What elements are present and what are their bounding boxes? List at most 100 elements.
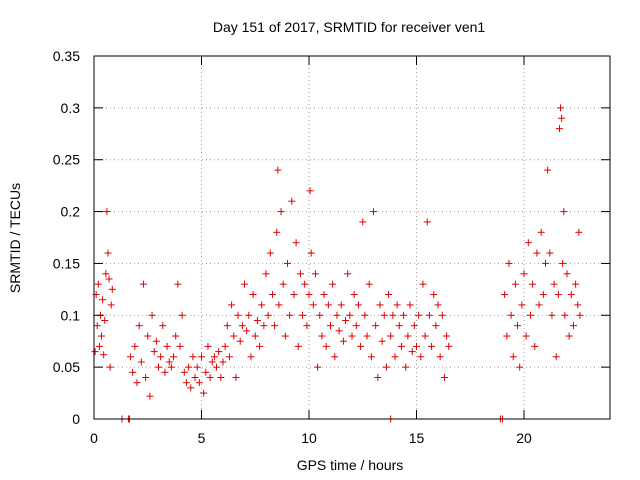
data-point (385, 291, 393, 299)
data-point (292, 239, 300, 247)
data-point (170, 353, 178, 361)
data-point (395, 322, 403, 330)
data-point (561, 311, 569, 319)
data-point (529, 280, 537, 288)
data-point (284, 259, 291, 267)
data-point (247, 353, 255, 361)
data-point (129, 368, 137, 376)
x-tick-label: 5 (198, 430, 206, 446)
data-point (574, 301, 582, 309)
plot-frame (93, 55, 611, 420)
data-point (565, 332, 573, 340)
data-point (193, 363, 201, 371)
data-point (417, 353, 425, 361)
data-point (191, 374, 199, 382)
data-point (163, 342, 171, 350)
grid (94, 56, 610, 419)
data-point (537, 228, 545, 236)
data-point (415, 311, 423, 319)
data-point (296, 270, 304, 278)
data-point (299, 311, 307, 319)
data-point (372, 322, 380, 330)
data-point (167, 363, 175, 371)
data-point (210, 353, 218, 361)
data-point (516, 363, 524, 371)
data-point (187, 384, 195, 392)
data-point (404, 332, 412, 340)
y-tick-label: 0.15 (53, 255, 80, 271)
data-point (333, 311, 341, 319)
data-point (542, 259, 549, 267)
data-point (217, 374, 225, 382)
data-point (243, 327, 251, 335)
data-point (533, 249, 541, 257)
data-point (443, 332, 451, 340)
data-point (148, 311, 156, 319)
data-point (208, 358, 216, 366)
data-point (572, 280, 580, 288)
data-point (425, 311, 433, 319)
data-point (569, 322, 577, 330)
x-tick-label: 10 (301, 430, 317, 446)
data-point (514, 322, 522, 330)
data-point (357, 342, 365, 350)
data-point (511, 280, 519, 288)
data-point (135, 322, 143, 330)
data-point (230, 332, 238, 340)
data-point (213, 363, 221, 371)
data-point (367, 353, 375, 361)
data-point (251, 332, 259, 340)
data-point (195, 379, 203, 387)
data-point (507, 311, 515, 319)
data-point (314, 363, 322, 371)
data-point (518, 301, 526, 309)
data-point (361, 311, 369, 319)
data-point (522, 332, 530, 340)
data-point (104, 249, 112, 257)
axis-ticks: 0 0.05 0.1 0.15 0.2 0.25 0.3 0.35 0 5 10 15 20 (53, 48, 610, 446)
data-point (322, 342, 330, 350)
data-point (382, 363, 390, 371)
data-point (436, 353, 444, 361)
data-point (185, 363, 193, 371)
data-point (354, 301, 362, 309)
data-point (94, 280, 102, 288)
data-point (335, 327, 343, 335)
chart-title: Day 151 of 2017, SRMTID for receiver ven… (213, 19, 486, 35)
data-point (249, 291, 257, 299)
data-point (389, 311, 397, 319)
data-point (236, 337, 244, 345)
y-tick-label: 0 (72, 411, 80, 427)
data-point (144, 332, 152, 340)
data-point (271, 322, 279, 330)
data-point (223, 322, 231, 330)
data-point (309, 301, 317, 309)
data-point (234, 311, 242, 319)
x-tick-label: 15 (409, 430, 425, 446)
data-point (438, 311, 446, 319)
data-point (253, 316, 261, 324)
data-point (225, 353, 233, 361)
data-point (91, 348, 99, 356)
data-point (365, 280, 373, 288)
data-point (279, 280, 287, 288)
data-point (331, 353, 339, 361)
data-point (346, 311, 354, 319)
data-point (288, 197, 296, 205)
data-point (139, 280, 147, 288)
data-point (281, 332, 289, 340)
data-point (133, 379, 141, 387)
data-point (434, 301, 442, 309)
data-point (374, 374, 382, 382)
data-point (531, 342, 539, 350)
data-point (350, 291, 358, 299)
data-point (172, 332, 180, 340)
data-point (306, 187, 314, 195)
data-point (142, 374, 150, 382)
data-point (215, 348, 223, 356)
x-axis-label: GPS time / hours (297, 457, 404, 473)
data-point (174, 280, 182, 288)
data-point (277, 208, 285, 216)
data-point (95, 342, 103, 350)
